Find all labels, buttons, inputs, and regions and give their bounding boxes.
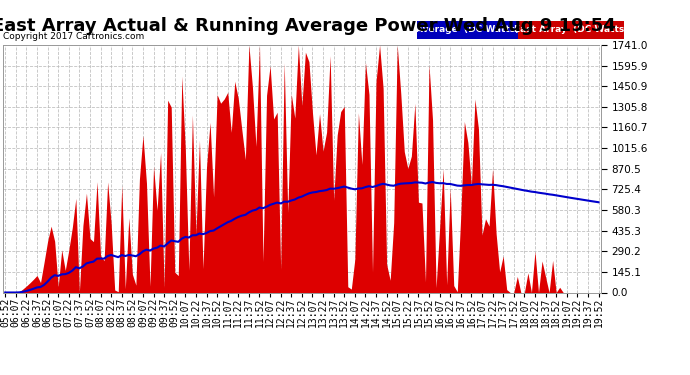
Text: East Array Actual & Running Average Power Wed Aug 9 19:54: East Array Actual & Running Average Powe…: [0, 17, 615, 35]
Text: East Array  (DC Watts): East Array (DC Watts): [514, 26, 628, 34]
Text: Average  (DC Watts): Average (DC Watts): [416, 26, 519, 34]
Text: Copyright 2017 Cartronics.com: Copyright 2017 Cartronics.com: [3, 32, 145, 41]
